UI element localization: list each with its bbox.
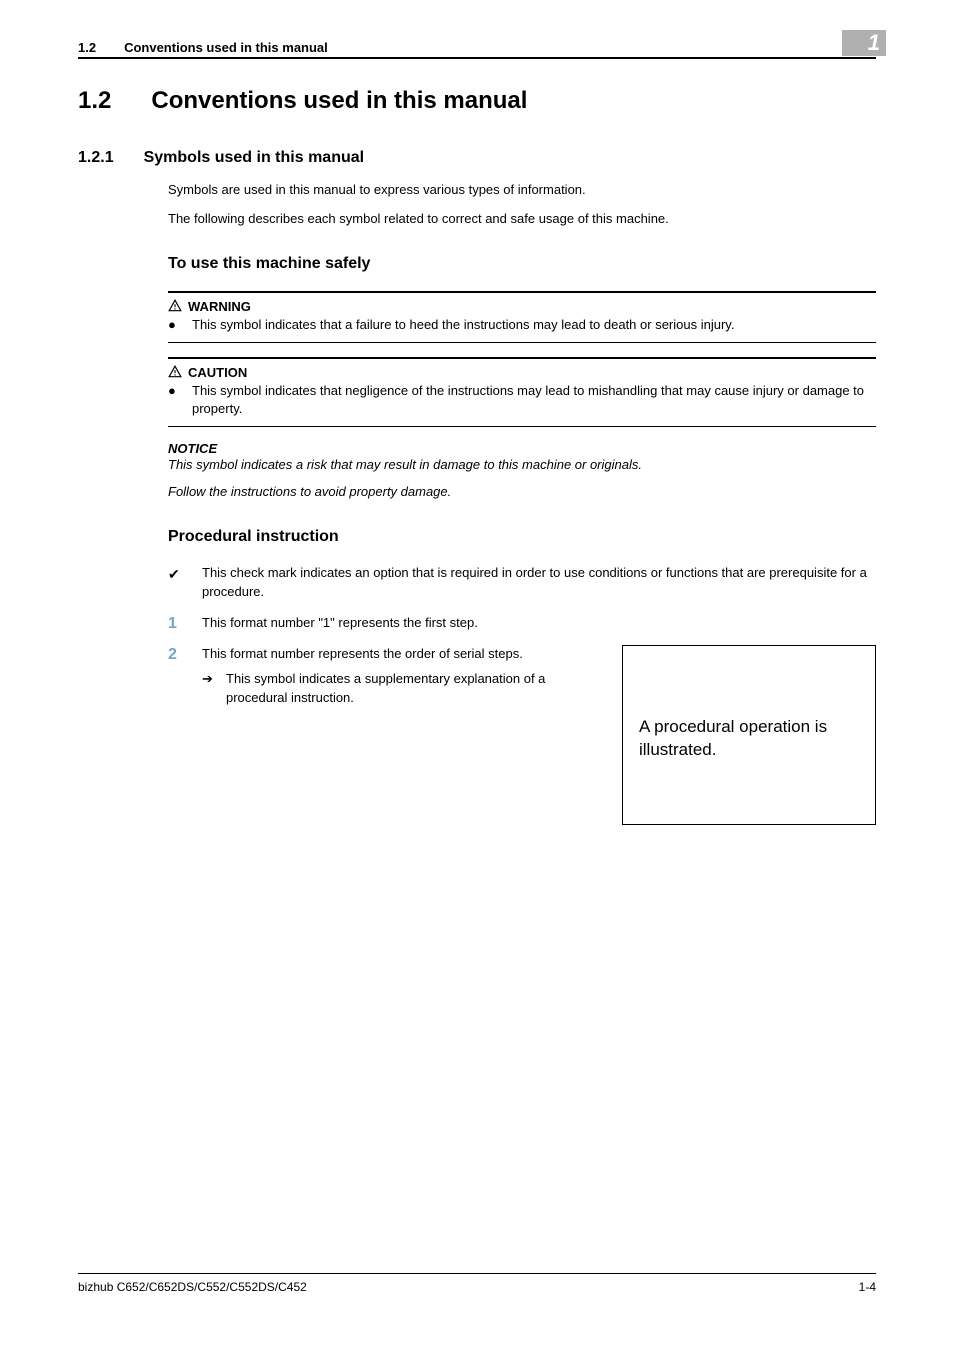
step-number-2: 2 [168,645,184,708]
running-header: 1.2 Conventions used in this manual [78,40,876,55]
warning-text: This symbol indicates that a failure to … [192,316,876,334]
check-row: ✔ This check mark indicates an option th… [168,564,876,602]
bullet-icon: ● [168,316,178,334]
body: Symbols are used in this manual to expre… [168,181,876,825]
subsection-number: 1.2.1 [78,149,114,167]
header-rule [78,57,876,59]
check-mark-icon: ✔ [168,564,184,602]
caution-body: ● This symbol indicates that negligence … [168,382,876,426]
step-2-text: This format number represents the order … [202,646,523,661]
step-number-1: 1 [168,614,184,633]
intro-paragraph-2: The following describes each symbol rela… [168,210,876,229]
illustration-box: A procedural operation is illustrated. [622,645,876,825]
notice-label: NOTICE [168,441,876,456]
running-header-title: Conventions used in this manual [124,40,328,55]
procedural-heading: Procedural instruction [168,528,876,546]
running-header-num: 1.2 [78,40,96,55]
step-2-row: 2 This format number represents the orde… [168,645,596,708]
notice-line-2: Follow the instructions to avoid propert… [168,483,876,502]
subsection-heading: 1.2.1 Symbols used in this manual [78,149,876,167]
bullet-icon: ● [168,382,178,418]
footer: bizhub C652/C652DS/C552/C552DS/C452 1-4 [78,1273,876,1294]
footer-model: bizhub C652/C652DS/C552/C552DS/C452 [78,1280,307,1294]
safe-usage-heading: To use this machine safely [168,255,876,273]
caution-triangle-icon [168,365,182,379]
arrow-icon: ➔ [202,670,216,708]
warning-rule-bottom [168,342,876,343]
running-header-left: 1.2 Conventions used in this manual [78,40,328,55]
caution-text: This symbol indicates that negligence of… [192,382,876,418]
footer-rule [78,1273,876,1274]
caution-label: CAUTION [188,365,247,380]
section-heading: 1.2 Conventions used in this manual [78,87,876,115]
step-2-and-illustration: 2 This format number represents the orde… [168,645,876,825]
step-1-text: This format number "1" represents the fi… [202,614,876,633]
step-2-sub-text: This symbol indicates a supplementary ex… [226,670,596,708]
chapter-tab: 1 [842,30,886,56]
chapter-tab-number: 1 [868,30,880,55]
step-2-sub: ➔ This symbol indicates a supplementary … [202,670,596,708]
footer-page-number: 1-4 [859,1280,876,1294]
page: 1.2 Conventions used in this manual 1 1.… [0,0,954,1350]
step-1-row: 1 This format number "1" represents the … [168,614,876,633]
caution-heading: CAUTION [168,359,876,382]
section-title: Conventions used in this manual [151,87,527,115]
warning-heading: WARNING [168,293,876,316]
caution-rule-bottom [168,426,876,427]
subsection-title: Symbols used in this manual [144,149,365,167]
warning-triangle-icon [168,299,182,313]
intro-paragraph-1: Symbols are used in this manual to expre… [168,181,876,200]
check-text: This check mark indicates an option that… [202,564,876,602]
warning-body: ● This symbol indicates that a failure t… [168,316,876,342]
warning-label: WARNING [188,299,251,314]
illustration-text: A procedural operation is illustrated. [639,717,827,759]
section-number: 1.2 [78,87,111,115]
notice-line-1: This symbol indicates a risk that may re… [168,456,876,475]
